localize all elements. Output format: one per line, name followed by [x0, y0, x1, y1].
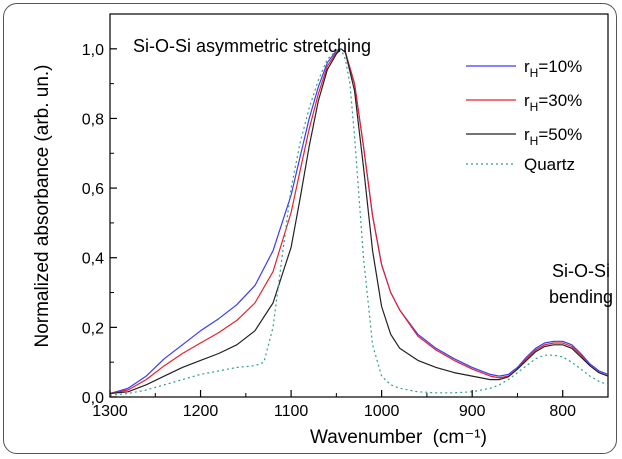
x-tick-label: 800: [549, 403, 576, 420]
legend-label: rH=30%: [524, 91, 582, 114]
annotation-bending-line2: bending: [549, 287, 613, 307]
series-line-1: [110, 48, 608, 395]
x-axis-label-unit: (cm⁻¹): [433, 427, 487, 448]
series-line-2: [110, 48, 608, 395]
x-axis-label: Wavenumber (cm⁻¹): [310, 427, 487, 448]
y-tick-label: 1,0: [82, 42, 104, 59]
legend-label: Quartz: [524, 155, 575, 174]
y-axis-label: Normalized absorbance (arb. un.): [32, 64, 53, 347]
x-tick-label: 1300: [92, 403, 128, 420]
tick-layer: 1300 1200 1100 1000 900 800 0,0 0,2 0,4 0,6 0,8 1,0: [82, 13, 576, 420]
plot-area: [109, 13, 609, 398]
annotation-bending-line1: Si-O-Si: [552, 261, 610, 281]
y-tick-label: 0,4: [82, 251, 104, 268]
series-layer: [110, 48, 608, 396]
legend-label: rH=50%: [524, 125, 582, 148]
y-tick-label: 0,8: [82, 111, 104, 128]
x-tick-label: 1200: [183, 403, 219, 420]
x-axis-label-text: Wavenumber: [310, 427, 423, 448]
y-tick-label: 0,2: [82, 320, 104, 337]
x-tick-label: 1000: [364, 403, 400, 420]
x-tick-label: 900: [459, 403, 486, 420]
x-tick-label: 1100: [274, 403, 309, 420]
series-line-3: [110, 48, 608, 396]
legend-label: rH=10%: [524, 57, 582, 80]
y-tick-label: 0,6: [82, 181, 104, 198]
legend: rH=10% rH=30% rH=50% Quartz: [466, 57, 582, 174]
annotation-asymmetric-stretching: Si-O-Si asymmetric stretching: [133, 36, 371, 56]
y-tick-label: 0,0: [82, 390, 104, 407]
figure-frame: [3, 3, 617, 454]
